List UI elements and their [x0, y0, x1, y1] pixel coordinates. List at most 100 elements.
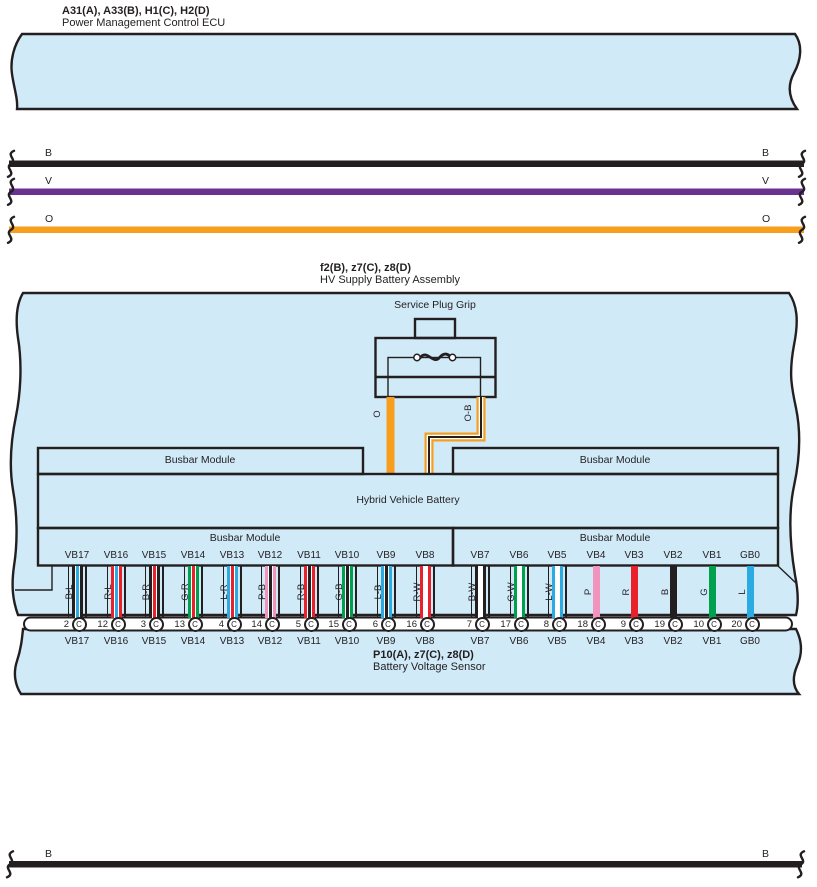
sensor-terminal-label: VB6 — [509, 636, 529, 647]
wire-break-icon — [6, 215, 16, 245]
connector-number: 13 — [174, 619, 185, 630]
terminal-wire-column: R — [621, 566, 645, 618]
bottom-wire-label-left: B — [45, 848, 53, 860]
wire-v — [9, 188, 804, 195]
terminal-wire-column: R-B — [296, 566, 320, 618]
connector-number: 10 — [693, 619, 704, 630]
terminal-label: VB1 — [702, 550, 722, 561]
sensor-code-label: P10(A), z7(C), z8(D) — [373, 649, 474, 661]
connector-c-badge: C — [380, 616, 396, 632]
connector-c-badge: C — [71, 616, 87, 632]
terminal-label: VB11 — [297, 550, 321, 561]
sensor-terminal-label: VB7 — [470, 636, 490, 647]
connector-c-badge: C — [187, 616, 203, 632]
terminal-wire-column: R-W — [412, 566, 436, 618]
sensor-name-label: Battery Voltage Sensor — [373, 661, 486, 673]
hv-assembly-band — [9, 291, 801, 617]
connector-number: 17 — [500, 619, 511, 630]
wire-code-label: L-R — [219, 584, 230, 600]
connector-number: 7 — [466, 619, 472, 630]
connector-c-badge: C — [628, 616, 644, 632]
terminal-label: VB9 — [376, 550, 396, 561]
terminal-label: VB15 — [141, 550, 167, 561]
connector-number: 20 — [731, 619, 742, 630]
terminal-label: VB4 — [586, 550, 606, 561]
wire-stripe — [303, 566, 315, 618]
service-plug-grip-label: Service Plug Grip — [394, 299, 476, 311]
ecu-band — [10, 32, 802, 111]
connector-number: 5 — [295, 619, 301, 630]
busbar-module-label-upper-left: Busbar Module — [164, 454, 236, 466]
connector-c-badge: C — [551, 616, 567, 632]
connector-number: 15 — [328, 619, 339, 630]
terminal-label: VB13 — [219, 550, 245, 561]
connector-number: 9 — [620, 619, 626, 630]
hv-assembly-name-label: HV Supply Battery Assembly — [320, 274, 461, 286]
wire-stripe — [264, 566, 276, 618]
wire-break-icon — [797, 149, 807, 179]
wire-break-icon — [6, 149, 16, 179]
connector-c-badge: C — [744, 616, 760, 632]
sensor-terminal-label: GB0 — [739, 636, 760, 647]
wire-code-label: G-W — [506, 582, 517, 602]
terminal-wire-column: G-R — [180, 566, 204, 618]
connector-c-badge: C — [590, 616, 606, 632]
wire-stripe — [71, 566, 83, 618]
terminal-label: VB12 — [257, 550, 283, 561]
terminal-label: GB0 — [739, 550, 760, 561]
wire-ob-stripe — [428, 397, 482, 474]
terminal-wire-column: L — [737, 566, 761, 618]
wire-v-label-left: V — [45, 175, 53, 187]
wire-stripe — [708, 566, 716, 618]
connector-c-badge: C — [667, 616, 683, 632]
terminal-wire-column: P — [583, 566, 607, 618]
terminal-label: VB6 — [509, 550, 529, 561]
connector-c-badge: C — [419, 616, 435, 632]
wire-code-label: R-B — [296, 583, 307, 601]
hv-assembly-code-label: f2(B), z7(C), z8(D) — [320, 262, 412, 274]
block-ledge-right — [777, 565, 798, 585]
connector-number: 19 — [654, 619, 665, 630]
wire-b-label-right: B — [762, 147, 770, 159]
wire-break-icon — [797, 215, 807, 245]
wire-code-label: P-B — [257, 584, 268, 600]
sensor-terminal-label: VB17 — [64, 636, 90, 647]
wire-o-vertical-label: O — [372, 410, 383, 418]
connector-number: 16 — [406, 619, 417, 630]
wire-stripe — [148, 566, 160, 618]
connector-number: 6 — [372, 619, 378, 630]
wire-code-label: R-L — [103, 584, 114, 600]
ecu-code-label: A31(A), A33(B), H1(C), H2(D) — [62, 5, 210, 17]
bottom-wire-label-right: B — [762, 848, 770, 860]
hybrid-vehicle-battery-label: Hybrid Vehicle Battery — [356, 494, 460, 506]
terminal-wire-column: B-R — [141, 566, 165, 618]
terminal-wire-column: G — [699, 566, 723, 618]
wire-code-label: B — [660, 588, 671, 596]
wire-o-vertical — [386, 397, 395, 475]
connector-c-badge: C — [706, 616, 722, 632]
terminal-wire-column: B-L — [64, 566, 88, 618]
wire-stripe — [110, 566, 122, 618]
wire-code-label: B-L — [64, 584, 75, 600]
wire-stripe — [341, 566, 353, 618]
sensor-terminal-label: VB16 — [103, 636, 129, 647]
terminal-label: VB16 — [103, 550, 129, 561]
wire-b-top — [9, 160, 804, 167]
fuse-terminal-icon — [413, 353, 421, 362]
wire-break-icon — [6, 177, 16, 207]
wire-break-icon — [797, 177, 807, 207]
wire-stripe — [630, 566, 638, 618]
terminal-wire-column: B — [660, 566, 684, 618]
sensor-band — [13, 627, 803, 696]
wire-o-horizontal — [9, 226, 804, 233]
wire-stripe — [474, 566, 486, 618]
connector-number: 3 — [140, 619, 146, 630]
wire-code-label: L-B — [373, 584, 384, 600]
wire-ob-label: O-B — [463, 404, 474, 422]
busbar-module-label-lower-right: Busbar Module — [579, 532, 651, 544]
connector-c-badge: C — [303, 616, 319, 632]
sensor-terminal-label: VB15 — [141, 636, 167, 647]
sensor-terminal-label: VB12 — [257, 636, 283, 647]
wire-b-bottom — [9, 861, 802, 868]
